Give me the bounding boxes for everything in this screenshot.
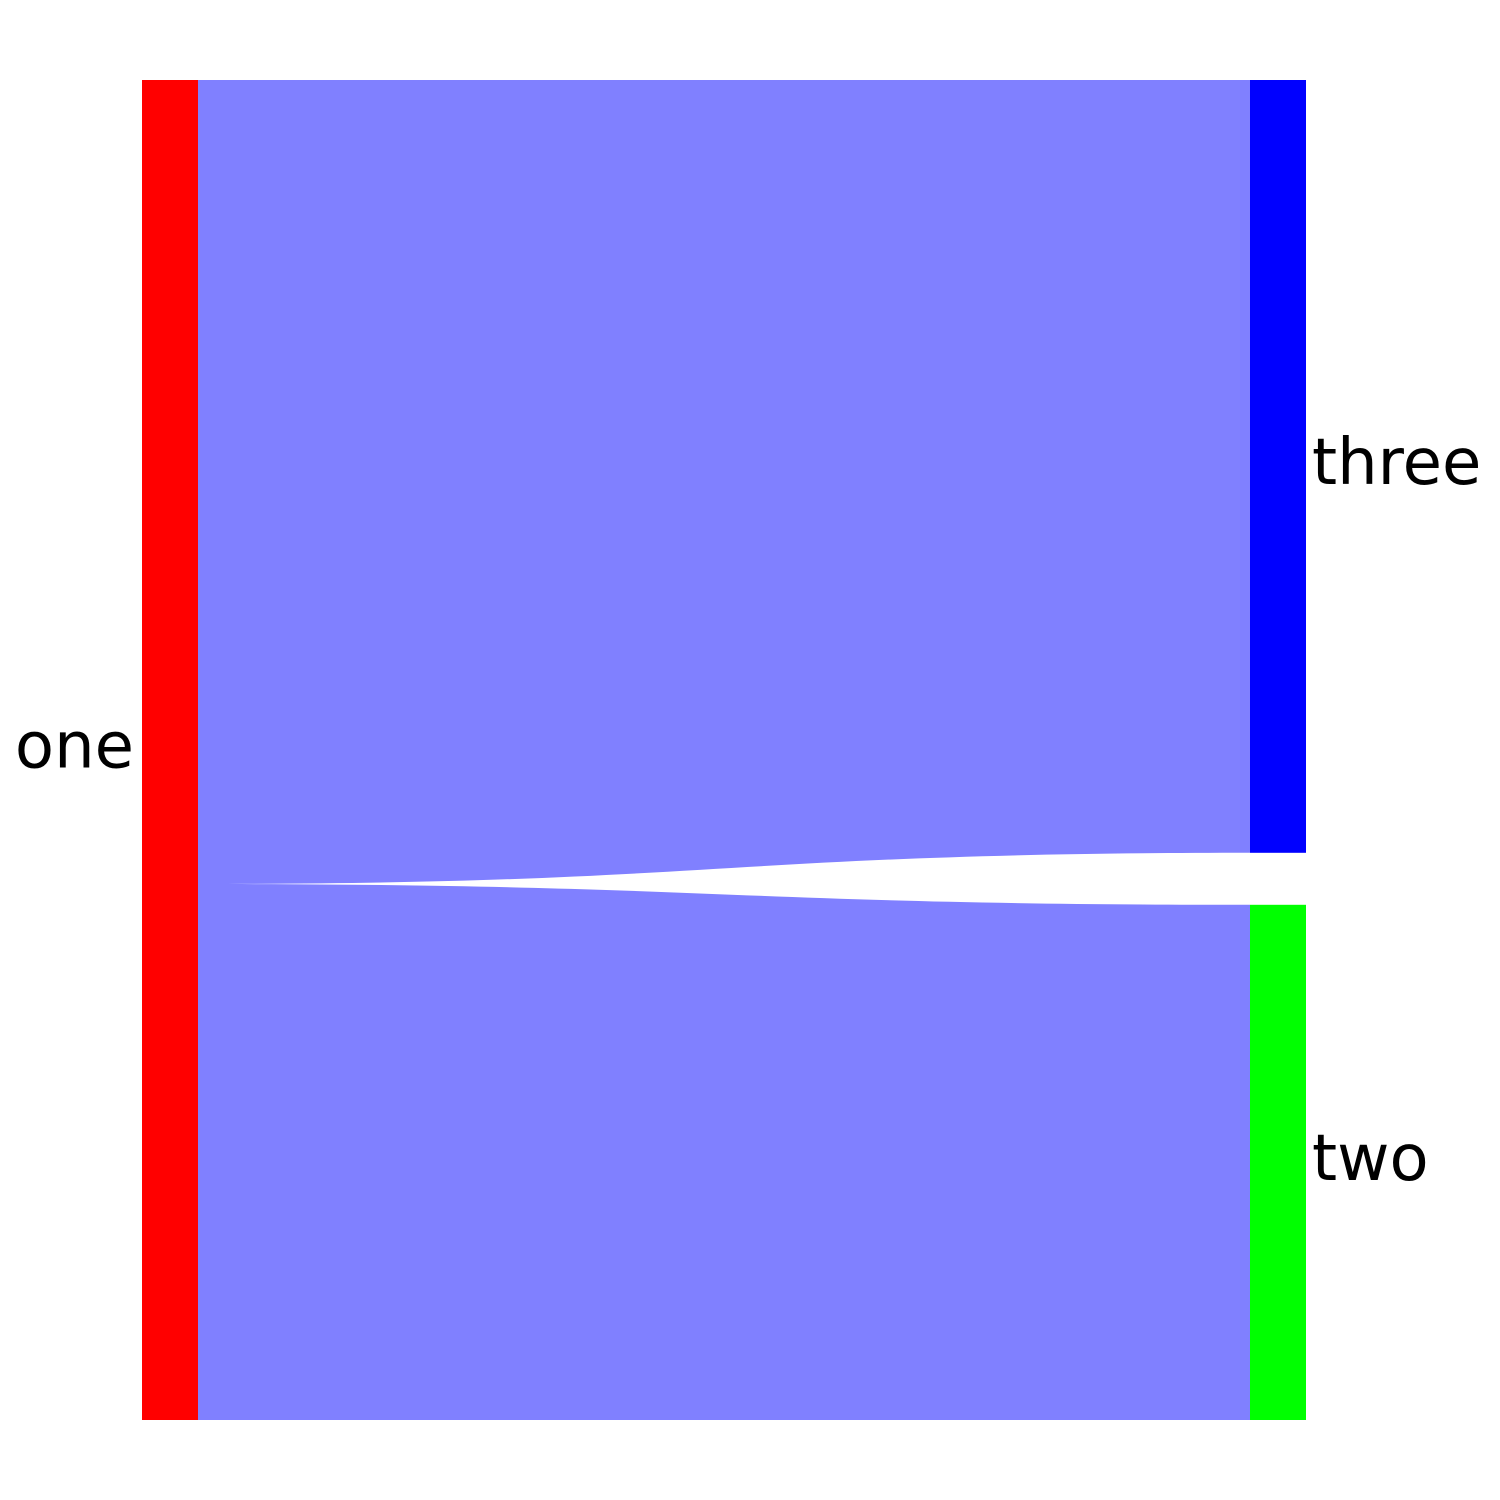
node-label-one: one [15,710,134,784]
node-two [1250,904,1306,1420]
link-one-three [198,80,1250,884]
node-one [142,80,198,1420]
labels-layer: one three two [15,426,1481,1196]
node-three [1250,80,1306,853]
node-label-three: three [1312,426,1481,500]
link-one-two [198,884,1250,1420]
links-layer [198,80,1250,1420]
node-label-two: two [1312,1122,1429,1196]
nodes-layer [142,80,1306,1420]
